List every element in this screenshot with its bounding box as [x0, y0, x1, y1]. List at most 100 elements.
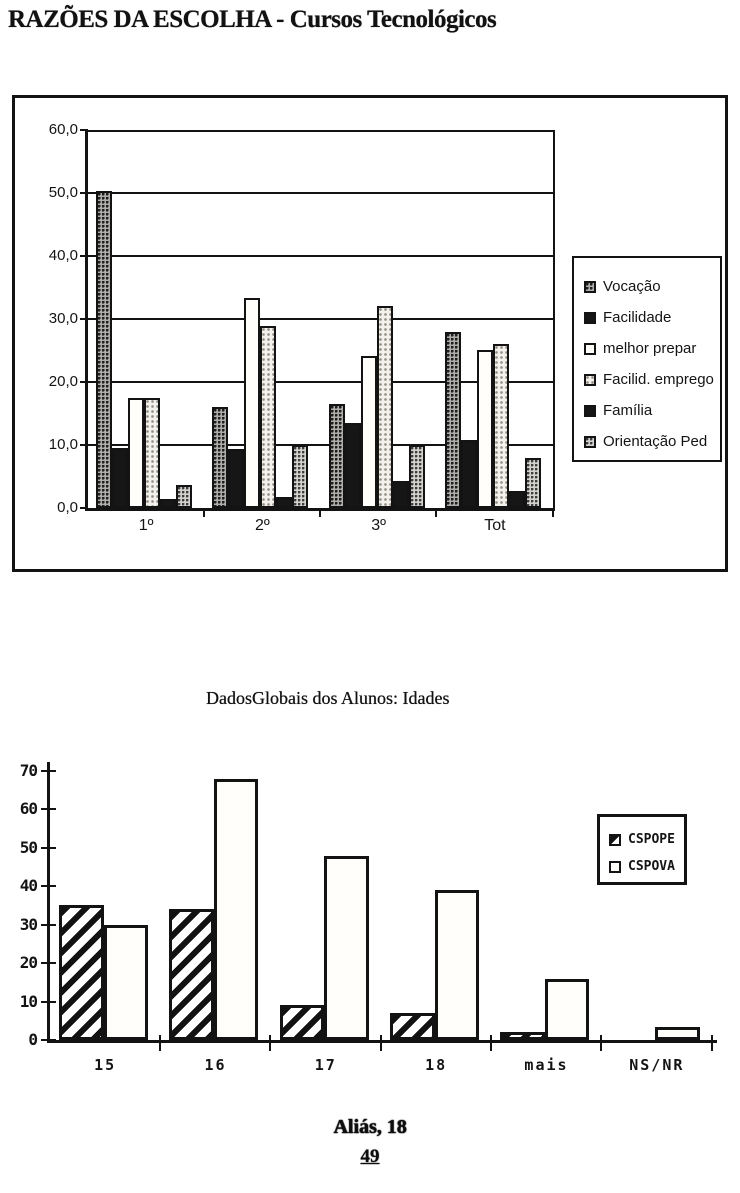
- chart1-plot-area: 0,0 10,0 20,0 30,0 40,0 50,0 60,0 1º 2º 3º Tot: [49, 122, 555, 534]
- legend-label: CSPOVA: [628, 859, 675, 874]
- x-axis-tick: [489, 1035, 492, 1051]
- y-axis-tick: [41, 770, 56, 772]
- bar: [344, 423, 361, 508]
- bar: [492, 344, 509, 508]
- bar: [392, 481, 409, 508]
- gridline: [88, 192, 553, 194]
- y-axis-label: 40: [19, 876, 38, 896]
- legend-item: CSPOVA: [609, 853, 684, 880]
- y-axis: [47, 762, 50, 1043]
- bar: [444, 332, 461, 508]
- y-axis-tick: [80, 381, 88, 383]
- legend-label: Facilid. emprego: [603, 371, 714, 388]
- page-footer: Aliás, 18 49: [0, 1116, 740, 1168]
- y-axis-label: 30,0: [48, 310, 78, 327]
- x-axis-label: 2º: [255, 517, 270, 534]
- y-axis-tick: [41, 846, 56, 849]
- gridline: [88, 255, 553, 257]
- gridline: [88, 130, 553, 132]
- y-axis-label: 0,0: [57, 499, 78, 516]
- x-axis-label: 17: [314, 1056, 337, 1074]
- y-axis-label: 20: [19, 953, 38, 973]
- gridline: [88, 381, 553, 383]
- bar: [59, 905, 104, 1040]
- bar: [460, 440, 477, 508]
- y-axis-label: 50,0: [48, 184, 78, 201]
- legend-swatch: [609, 860, 621, 873]
- bar: [360, 356, 377, 508]
- x-axis-tick: [319, 508, 321, 517]
- bar: [144, 398, 160, 508]
- bar: [328, 404, 345, 508]
- legend-item: Facilidade: [584, 302, 716, 333]
- y-axis-tick: [41, 1000, 56, 1003]
- gridline: [88, 444, 553, 446]
- bar: [103, 925, 148, 1040]
- x-axis-tick: [551, 508, 554, 517]
- y-axis-label: 60,0: [48, 121, 78, 138]
- chart1-legend: Vocação Facilidade melhor prepar Facilid. e…: [572, 256, 722, 462]
- y-axis-label: 10,0: [48, 436, 78, 453]
- y-axis-tick: [41, 1039, 56, 1041]
- legend-swatch: [584, 404, 596, 417]
- legend-swatch: [584, 342, 596, 355]
- bar: [160, 499, 176, 508]
- x-axis-label: mais: [524, 1056, 569, 1074]
- chart1-outer-frame: 0,0 10,0 20,0 30,0 40,0 50,0 60,0 1º 2º 3º Tot Voc…: [12, 95, 728, 572]
- bar: [408, 445, 425, 508]
- legend-label: Vocação: [603, 278, 661, 295]
- y-axis-label: 0: [28, 1030, 38, 1049]
- x-axis-tick: [600, 1035, 603, 1051]
- legend-swatch: [609, 833, 621, 846]
- legend-swatch: [584, 435, 596, 448]
- x-axis-label: 18: [425, 1056, 448, 1074]
- x-axis-tick: [710, 1035, 713, 1051]
- bar: [279, 1005, 325, 1040]
- x-axis-label: 3º: [371, 517, 386, 534]
- bar: [128, 398, 144, 508]
- chart2-legend: CSPOPE CSPOVA: [597, 814, 687, 885]
- y-axis-label: 60: [19, 799, 38, 819]
- legend-label: CSPOPE: [628, 832, 675, 847]
- legend-label: Facilidade: [603, 309, 672, 326]
- bar: [544, 979, 590, 1040]
- legend-label: Família: [603, 402, 653, 419]
- bar: [434, 890, 479, 1040]
- bar: [524, 458, 541, 508]
- page-title: RAZÕES DA ESCOLHA - Cursos Tecnológicos: [8, 6, 497, 33]
- bar: [655, 1027, 700, 1040]
- legend-label: Orientação Ped: [603, 433, 708, 450]
- page-number: 49: [360, 1146, 380, 1167]
- x-axis-label: 1º: [138, 517, 154, 534]
- x-axis-tick: [379, 1035, 382, 1051]
- y-axis-tick: [80, 255, 88, 257]
- x-axis-tick: [435, 508, 438, 517]
- bar: [176, 485, 192, 508]
- bar: [169, 909, 214, 1040]
- y-axis-tick: [80, 444, 88, 446]
- bar: [260, 326, 277, 508]
- legend-item: Vocação: [584, 271, 716, 302]
- x-axis-tick: [202, 508, 205, 517]
- bar: [276, 497, 293, 508]
- bar: [292, 445, 309, 508]
- bar: [212, 407, 229, 508]
- x-axis-tick: [158, 1035, 161, 1051]
- x-axis-label: NS/NR: [629, 1056, 685, 1074]
- bar: [476, 350, 493, 508]
- chart2-plot-area: 0 10 20 30 40 50 60 70 15 16 17 18 mais NS/NR: [20, 762, 717, 1074]
- bar: [376, 306, 393, 508]
- legend-item: Orientação Ped: [584, 426, 716, 457]
- legend-swatch: [584, 280, 596, 293]
- legend-item: Família: [584, 395, 716, 426]
- x-axis: [47, 1040, 717, 1043]
- legend-swatch: [584, 373, 596, 386]
- y-axis-label: 70: [19, 761, 38, 780]
- y-axis-tick: [41, 923, 56, 926]
- x-axis-label: 15: [94, 1056, 117, 1074]
- chart2-title: DadosGlobais dos Alunos: Idades: [206, 688, 450, 708]
- x-axis-label: 16: [204, 1056, 227, 1074]
- y-axis-tick: [80, 129, 88, 131]
- bar: [244, 298, 261, 508]
